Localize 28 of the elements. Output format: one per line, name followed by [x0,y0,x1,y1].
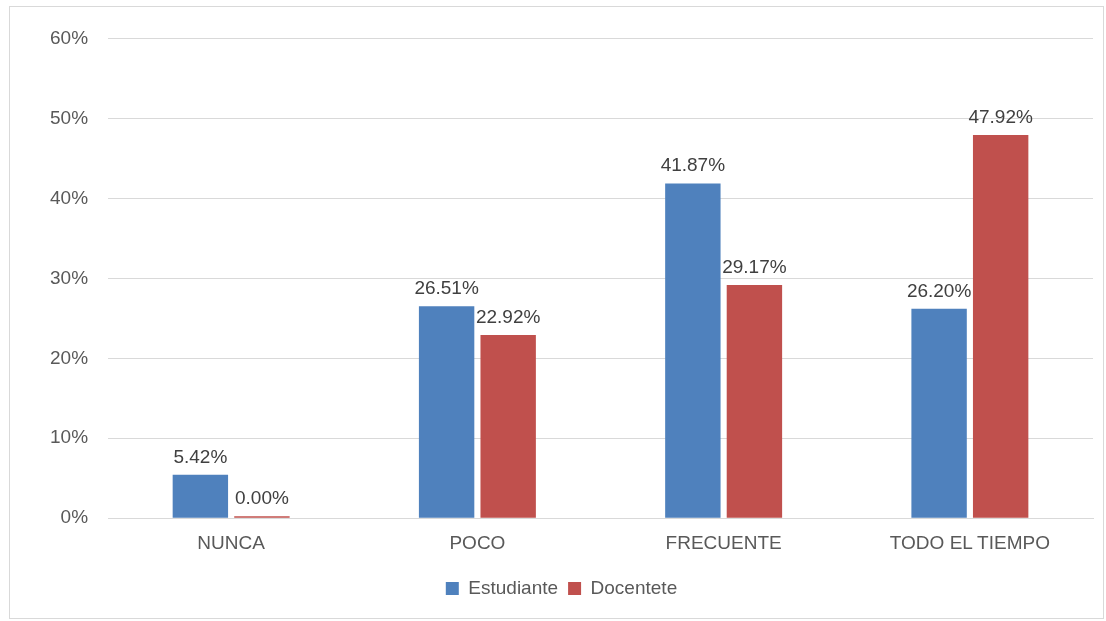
legend-label: Estudiante [468,576,559,598]
data-label: 29.17% [722,255,787,277]
data-label: 26.20% [906,279,972,301]
y-tick-label: 30% [50,266,89,288]
x-tick-label: POCO [449,531,506,553]
y-tick-label: 40% [50,186,89,208]
bar [911,308,967,518]
x-tick-label: NUNCA [197,531,266,553]
data-label: 5.42% [173,445,228,467]
y-tick-label: 10% [50,426,89,448]
data-label: 47.92% [968,106,1033,127]
bar [172,474,229,518]
bar [726,284,783,518]
x-tick-label: TODO EL TIEMPO [889,531,1050,553]
legend-label: Docentete [590,576,678,598]
data-label: 22.92% [475,305,541,327]
data-label: 0.00% [234,487,289,509]
y-tick-label: 20% [50,346,89,368]
data-label: 26.51% [414,277,479,299]
data-label: 41.87% [660,154,726,176]
y-tick-label: 60% [50,26,89,48]
bar [480,334,536,518]
bar [418,306,475,518]
y-tick-label: 50% [50,106,89,128]
bar [972,135,1029,518]
bar [665,183,721,518]
y-tick-label: 0% [60,506,89,528]
x-tick-label: FRECUENTE [665,531,782,553]
